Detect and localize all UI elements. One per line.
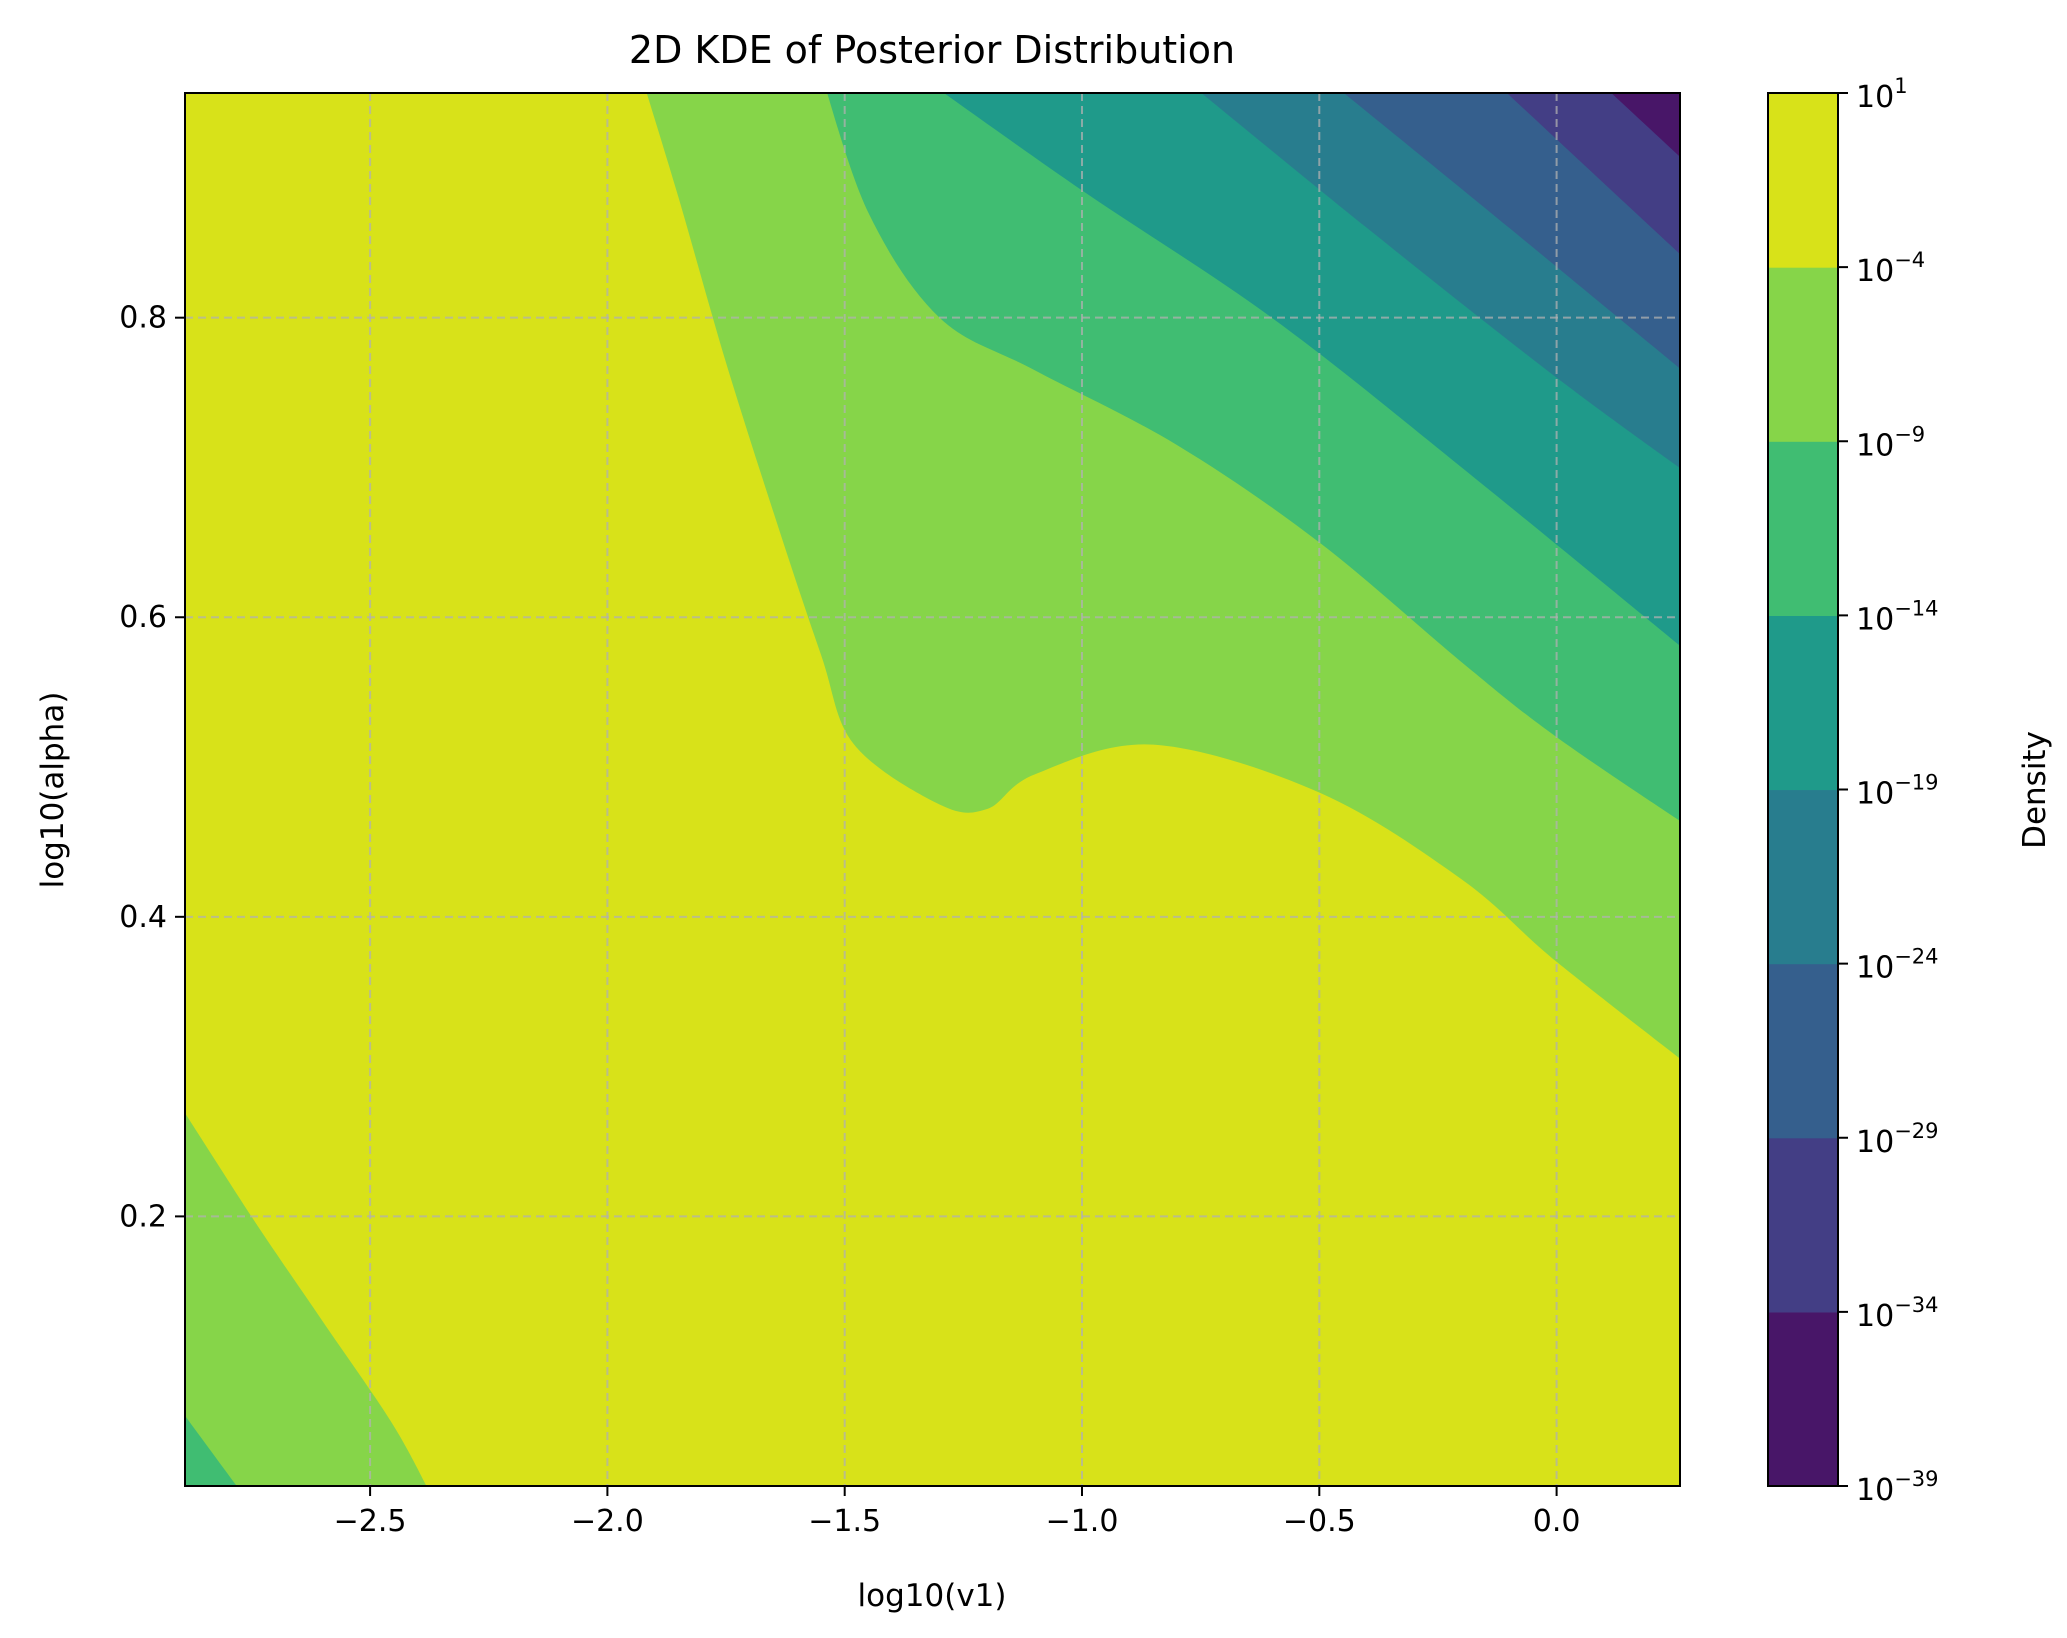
colorbar-label: Density xyxy=(2017,731,2053,849)
colorbar-tick-label: 10−24 xyxy=(1856,945,1939,986)
y-tick-label: 0.2 xyxy=(119,1199,167,1234)
x-axis-ticks: −2.5 −2.0 −1.5 −1.0 −0.5 0.0 xyxy=(334,1486,1581,1539)
colorbar-tick-label: 10−19 xyxy=(1856,771,1939,812)
y-tick-label: 0.8 xyxy=(119,301,167,336)
colorbar-band xyxy=(1768,441,1838,616)
contour-bands xyxy=(185,93,1680,1486)
colorbar-band xyxy=(1768,1311,1838,1487)
y-axis-title: log10(alpha) xyxy=(35,692,71,889)
contour-band-upper-6 xyxy=(1611,93,1680,157)
colorbar-tick-label: 10−39 xyxy=(1856,1467,1939,1508)
chart-title: 2D KDE of Posterior Distribution xyxy=(629,28,1235,72)
colorbar-band xyxy=(1768,963,1838,1139)
x-tick-label: −2.5 xyxy=(334,1504,407,1539)
x-tick-label: 0.0 xyxy=(1533,1504,1581,1539)
colorbar: 10−39 10−34 10−29 10−24 10−19 10−14 10−9 10−4 10… xyxy=(1767,74,1939,1508)
y-tick-label: 0.4 xyxy=(119,900,167,935)
y-axis-ticks: 0.2 0.4 0.6 0.8 xyxy=(119,301,185,1234)
colorbar-tick-label: 10−9 xyxy=(1856,422,1925,463)
colorbar-band xyxy=(1768,93,1838,268)
plot-frame xyxy=(184,92,1681,1487)
colorbar-tick-label: 10−4 xyxy=(1856,248,1925,289)
colorbar-band xyxy=(1768,615,1838,791)
colorbar-tick-label: 101 xyxy=(1856,74,1908,115)
colorbar-tick-label: 10−34 xyxy=(1856,1293,1939,1334)
x-tick-label: −1.0 xyxy=(1046,1504,1119,1539)
colorbar-band xyxy=(1768,789,1838,965)
grid-lines xyxy=(185,93,1680,1486)
x-tick-label: −2.0 xyxy=(571,1504,644,1539)
y-tick-label: 0.6 xyxy=(119,600,167,635)
colorbar-band xyxy=(1768,267,1838,442)
colorbar-band xyxy=(1768,1137,1838,1313)
colorbar-tick-label: 10−14 xyxy=(1856,596,1939,637)
colorbar-tick-label: 10−29 xyxy=(1856,1119,1939,1160)
contour-band-lower-0 xyxy=(185,1112,427,1486)
x-tick-label: −0.5 xyxy=(1283,1504,1356,1539)
x-tick-label: −1.5 xyxy=(808,1504,881,1539)
contour-band-upper-5 xyxy=(1506,93,1680,255)
x-axis-title: log10(v1) xyxy=(858,1578,1007,1614)
contour-band-lower-1 xyxy=(185,1415,237,1486)
